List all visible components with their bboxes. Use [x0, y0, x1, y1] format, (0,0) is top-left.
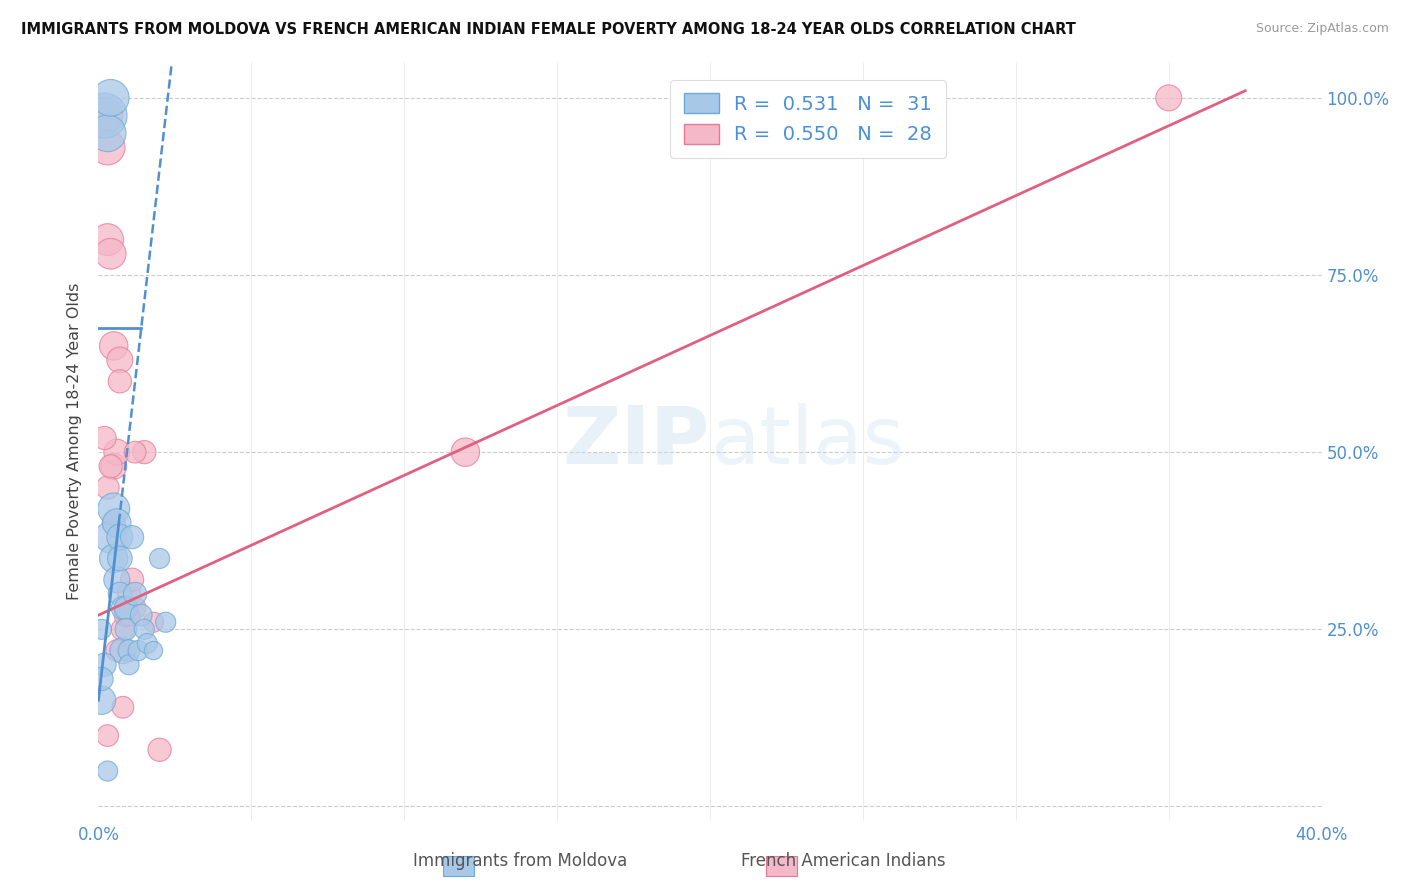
Point [124, 601, 146, 615]
Point [118, 587, 141, 601]
Point [155, 615, 177, 630]
Point [90, 623, 112, 637]
Point [142, 615, 165, 630]
Point [100, 459, 122, 474]
Text: atlas: atlas [710, 402, 904, 481]
Point [149, 551, 172, 566]
Text: French American Indians: French American Indians [741, 852, 946, 870]
Point [97, 140, 120, 154]
Point [105, 573, 128, 587]
Point [105, 516, 128, 530]
Point [108, 587, 131, 601]
Point [115, 623, 138, 637]
Point [124, 445, 146, 459]
Point [108, 374, 131, 388]
Point [90, 693, 112, 707]
Point [118, 608, 141, 623]
Point [97, 764, 120, 778]
Point [103, 516, 125, 530]
Point [100, 246, 122, 260]
Text: ZIP: ZIP [562, 402, 710, 481]
Point [93, 109, 115, 123]
Point [97, 481, 120, 495]
Text: Source: ZipAtlas.com: Source: ZipAtlas.com [1256, 22, 1389, 36]
Point [105, 445, 128, 459]
Point [142, 643, 165, 657]
Point [111, 623, 134, 637]
Legend: R =  0.531   N =  31, R =  0.550   N =  28: R = 0.531 N = 31, R = 0.550 N = 28 [671, 79, 946, 158]
Point [121, 573, 143, 587]
Point [134, 445, 156, 459]
Point [121, 530, 143, 544]
Point [100, 530, 122, 544]
Point [134, 623, 156, 637]
Point [129, 608, 152, 623]
Point [115, 608, 138, 623]
Point [103, 501, 125, 516]
Point [149, 743, 172, 757]
Text: IMMIGRANTS FROM MOLDOVA VS FRENCH AMERICAN INDIAN FEMALE POVERTY AMONG 18-24 YEA: IMMIGRANTS FROM MOLDOVA VS FRENCH AMERIC… [21, 22, 1076, 37]
Point [108, 353, 131, 368]
Point [97, 233, 120, 247]
Text: Immigrants from Moldova: Immigrants from Moldova [413, 852, 627, 870]
Point [111, 601, 134, 615]
Point [103, 459, 125, 474]
Point [93, 109, 115, 123]
Point [108, 530, 131, 544]
Point [115, 601, 138, 615]
Point [93, 431, 115, 445]
Point [454, 445, 477, 459]
Point [93, 657, 115, 672]
Point [90, 672, 112, 686]
Point [103, 551, 125, 566]
Point [111, 700, 134, 714]
Point [1157, 91, 1180, 105]
Point [97, 729, 120, 743]
Point [100, 91, 122, 105]
Point [103, 339, 125, 353]
Point [111, 643, 134, 657]
Point [97, 126, 120, 140]
Point [108, 551, 131, 566]
Point [136, 636, 159, 650]
Point [118, 657, 141, 672]
Point [124, 587, 146, 601]
Point [105, 643, 128, 657]
Y-axis label: Female Poverty Among 18-24 Year Olds: Female Poverty Among 18-24 Year Olds [67, 283, 83, 600]
Point [127, 643, 149, 657]
Point [118, 643, 141, 657]
